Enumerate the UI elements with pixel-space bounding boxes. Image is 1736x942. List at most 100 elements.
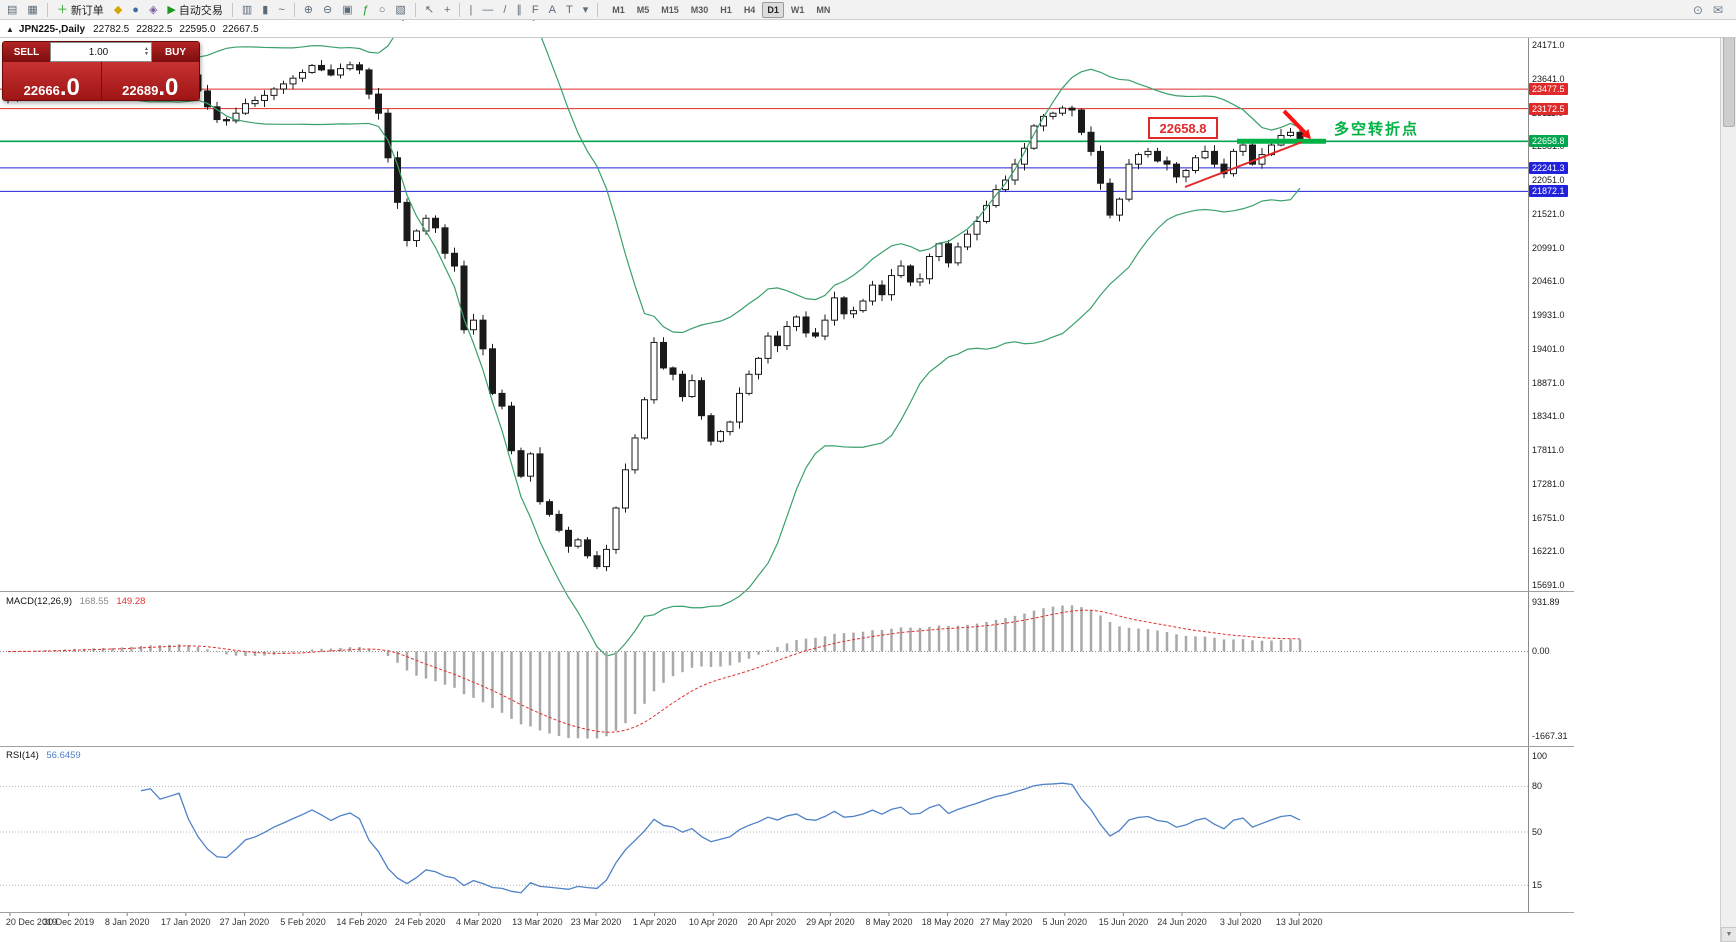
timeframe-h1[interactable]: H1 xyxy=(720,4,732,15)
price-axis-border xyxy=(1528,38,1529,912)
horizontal-line-icon: — xyxy=(482,3,494,16)
arrows-dropdown-button[interactable]: ▾ xyxy=(579,1,593,19)
timeframe-m5[interactable]: M5 xyxy=(636,4,650,15)
candle-body xyxy=(1021,147,1028,165)
timeframe-mn[interactable]: MN xyxy=(816,4,831,15)
turning-point-label[interactable]: 多空转折点 xyxy=(1334,121,1420,138)
volume-spinner[interactable]: ▲ ▼ xyxy=(144,47,149,57)
macd-axis-min: -1667.31 xyxy=(1532,731,1568,741)
text-button[interactable]: A xyxy=(545,1,560,19)
new-order-button[interactable]: ＋新订单 xyxy=(53,1,108,19)
cursor-icon: ↖ xyxy=(424,3,435,16)
chart-collapse-icon[interactable]: ▲ xyxy=(6,24,14,34)
timeframe-h4[interactable]: H4 xyxy=(743,4,756,15)
macd-axis-max: 931.89 xyxy=(1532,597,1560,607)
timeframe-m1[interactable]: M1 xyxy=(612,4,625,15)
trendline-button[interactable]: / xyxy=(499,1,510,19)
volume-value[interactable]: 1.00 xyxy=(88,46,109,58)
candle-body xyxy=(1030,125,1038,149)
cursor-button[interactable]: ↖ xyxy=(421,1,438,19)
timeframe-m15[interactable]: M15 xyxy=(661,4,679,15)
timeframe-d1[interactable]: D1 xyxy=(762,1,784,18)
volume-down-icon[interactable]: ▼ xyxy=(144,51,149,57)
scroll-down-button[interactable]: ▼ xyxy=(1721,927,1736,942)
vertical-line-button[interactable]: | xyxy=(465,1,476,19)
market-watch-icon: ▤ xyxy=(7,3,18,16)
price-annotation-box[interactable]: 22658.8 xyxy=(1148,117,1218,139)
candle-body xyxy=(603,548,610,568)
candle-body xyxy=(1296,131,1304,142)
periods-button[interactable]: ○ xyxy=(375,1,390,19)
ohlc-open: 22782.5 xyxy=(93,23,130,35)
timeframe-m30[interactable]: M30 xyxy=(690,4,709,15)
date-label: 10 Apr 2020 xyxy=(688,917,738,927)
candle-body xyxy=(460,265,468,331)
crosshair-button[interactable]: + xyxy=(440,1,454,19)
metaeditor-icon: ◆ xyxy=(113,3,123,16)
red-trendline[interactable] xyxy=(1184,141,1303,188)
macd-name: MACD(12,26,9) xyxy=(6,596,72,607)
candle-body xyxy=(755,357,762,375)
candle-body xyxy=(707,415,715,442)
candle-body xyxy=(859,300,867,312)
candle-body xyxy=(261,94,268,101)
volume-field[interactable]: 1.00 ▲ ▼ xyxy=(50,42,152,62)
sell-price-big: .0 xyxy=(59,74,80,101)
scrollbar-thumb[interactable] xyxy=(1723,37,1735,127)
candle-body xyxy=(365,69,373,95)
bar-chart-button[interactable]: ▥ xyxy=(238,1,256,19)
toolbar-separator xyxy=(459,2,461,17)
tile-windows-button[interactable]: ▣ xyxy=(338,1,356,19)
candle-body xyxy=(1040,115,1047,127)
buy-price[interactable]: 22689.0 xyxy=(102,62,200,100)
buy-button[interactable]: BUY xyxy=(152,42,199,62)
zoom-out-button[interactable]: ⊖ xyxy=(319,1,336,19)
autotrading-button-label: 自动交易 xyxy=(178,4,223,17)
candle-body xyxy=(375,93,382,114)
candle-body xyxy=(1106,182,1114,216)
sell-button[interactable]: SELL xyxy=(3,42,50,62)
community-chat-icon[interactable]: ✉ xyxy=(1709,1,1727,19)
zoom-in-button[interactable]: ⊕ xyxy=(300,1,317,19)
candle-body xyxy=(1125,163,1133,200)
indicators-icon: ƒ xyxy=(362,3,369,16)
horizontal-line-button[interactable]: — xyxy=(478,1,497,19)
date-label: 8 Jan 2020 xyxy=(104,917,150,927)
line-chart-button[interactable]: ~ xyxy=(274,1,288,19)
toolbar-separator xyxy=(597,2,599,17)
vertical-scrollbar[interactable]: ▲ ▼ xyxy=(1720,21,1736,942)
market-watch-button[interactable]: ▤ xyxy=(3,1,21,19)
sell-price[interactable]: 22666.0 xyxy=(3,62,101,101)
candle-body xyxy=(223,119,230,122)
candle-body xyxy=(669,367,677,375)
price-tick-label: 17811.0 xyxy=(1532,445,1564,455)
indicators-button[interactable]: ƒ xyxy=(359,1,373,19)
templates-button[interactable]: ▧ xyxy=(391,1,409,19)
candle-body xyxy=(717,431,724,442)
price-tick-label: 15691.0 xyxy=(1532,580,1565,590)
macd-axis-zero: 0.00 xyxy=(1532,646,1550,657)
terminal-button[interactable]: ● xyxy=(128,1,143,19)
metaeditor-button[interactable]: ◆ xyxy=(110,1,126,19)
new-order-icon: ＋ xyxy=(56,3,68,16)
bar-chart-icon: ▥ xyxy=(241,3,253,16)
timeframe-w1[interactable]: W1 xyxy=(790,4,805,15)
autotrading-button[interactable]: ▶ 自动交易 xyxy=(163,1,226,19)
fibonacci-button[interactable]: F xyxy=(528,1,543,19)
candlestick-chart-button[interactable]: ▮ xyxy=(258,1,272,19)
candle-body xyxy=(346,64,354,70)
candle-body xyxy=(1049,112,1057,117)
strategy-tester-button[interactable]: ◈ xyxy=(145,1,161,19)
text-label-button[interactable]: T xyxy=(562,1,577,19)
candle-body xyxy=(1220,163,1228,175)
search-icon[interactable]: ⊙ xyxy=(1689,1,1707,19)
data-window-button[interactable]: ▦ xyxy=(23,1,41,19)
price-tick-label: 17281.0 xyxy=(1532,478,1565,489)
date-label: 20 Apr 2020 xyxy=(747,917,797,927)
date-label: 24 Feb 2020 xyxy=(394,917,446,927)
channel-button[interactable]: ∥ xyxy=(512,1,526,19)
rsi-level-label: 15 xyxy=(1532,880,1543,891)
candle-body xyxy=(945,243,952,264)
candle-body xyxy=(688,380,696,398)
